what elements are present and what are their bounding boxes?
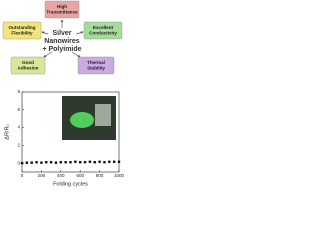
x-tick-label: 0	[21, 173, 24, 178]
data-point	[83, 161, 87, 164]
data-point	[108, 160, 111, 163]
data-point	[103, 161, 106, 164]
data-point	[69, 161, 72, 164]
data-point	[45, 161, 48, 164]
property-label: Transmittance	[46, 9, 78, 14]
y-tick-label: 8	[17, 89, 20, 94]
data-point	[30, 161, 33, 164]
data-point	[35, 161, 38, 164]
x-tick-label: 800	[96, 173, 104, 178]
property-label: Conductivity	[89, 30, 117, 35]
inset-glow	[70, 112, 94, 128]
y-tick-label: 2	[17, 143, 20, 148]
x-axis-label: Folding cycles	[53, 181, 88, 187]
y-tick-label: 4	[17, 125, 20, 130]
data-point	[112, 160, 116, 163]
data-point	[98, 160, 101, 163]
data-point	[25, 161, 29, 164]
property-label: Outstanding	[8, 25, 35, 30]
property-box	[83, 21, 123, 40]
property-label: Flexibility	[11, 30, 33, 35]
data-point	[54, 161, 58, 164]
property-box	[44, 0, 80, 19]
arrows	[41, 19, 84, 58]
center-label: Silver	[52, 30, 71, 37]
data-point	[20, 161, 24, 165]
x-tick-label: 200	[38, 173, 46, 178]
property-label: Good	[22, 60, 34, 65]
data-point	[88, 160, 92, 163]
property-box	[10, 56, 46, 75]
x-tick-label: 1000	[114, 173, 124, 178]
plot-frame	[21, 91, 120, 173]
property-label: Adhesion	[18, 65, 39, 70]
x-tick-label: 400	[57, 173, 65, 178]
data-point	[117, 160, 121, 163]
data-point	[59, 161, 62, 164]
data-point	[40, 161, 43, 164]
property-label: High	[57, 4, 67, 9]
data-point	[79, 161, 82, 164]
inset-device	[95, 104, 111, 126]
y-axis-label: ΔR/R₀	[4, 124, 10, 139]
center-label: + Polyimide	[42, 46, 81, 53]
property-box	[2, 21, 42, 40]
property-label: Thermal	[87, 60, 105, 65]
y-tick-label: 6	[17, 107, 20, 112]
property-box	[77, 56, 115, 75]
data-point	[64, 161, 67, 164]
property-label: Stability	[87, 65, 105, 70]
center-label: Nanowires	[44, 38, 80, 45]
data-point	[93, 161, 96, 164]
chart: 0 2 4 6 8 0 200 400 600 800 1000 Folding cycles ΔR/R…	[4, 89, 124, 187]
data-point	[74, 160, 77, 163]
y-tick-label: 0	[17, 160, 20, 165]
data-point	[49, 161, 53, 164]
property-label: Excellent	[93, 25, 114, 30]
x-tick-label: 600	[76, 173, 84, 178]
